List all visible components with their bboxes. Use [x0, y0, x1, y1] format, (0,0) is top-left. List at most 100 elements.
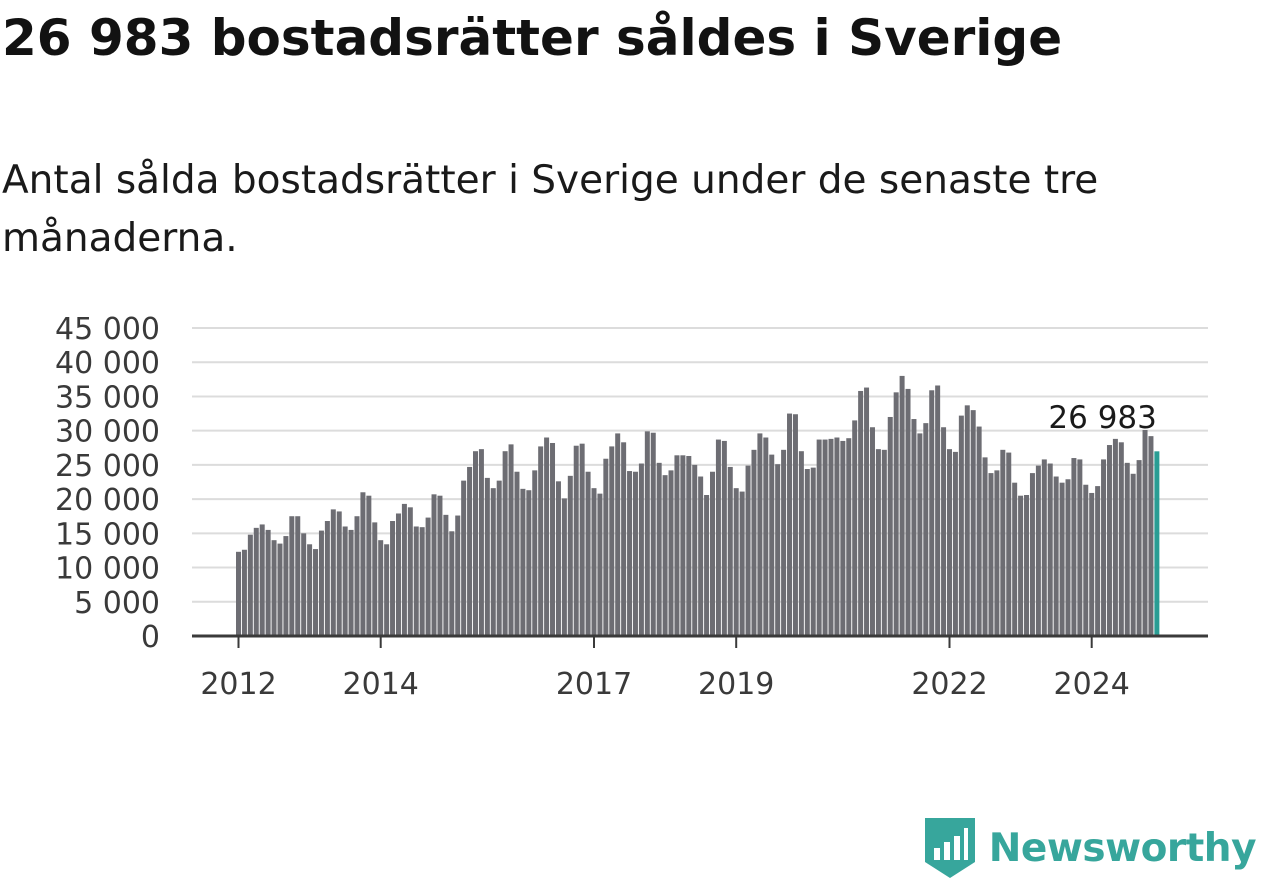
bar: [395, 513, 401, 636]
bar: [804, 469, 810, 636]
bar: [668, 470, 674, 636]
bar: [822, 439, 828, 636]
bar: [976, 426, 982, 636]
bar: [1065, 479, 1071, 636]
bar: [407, 507, 413, 636]
bar: [816, 439, 822, 636]
bar: [473, 451, 478, 636]
bar: [964, 405, 970, 636]
bar: [1089, 492, 1095, 636]
chart-subtitle: Antal sålda bostadsrätter i Sverige unde…: [2, 158, 1099, 261]
bar: [1106, 445, 1112, 636]
bar: [1059, 482, 1065, 636]
bar: [994, 470, 1000, 636]
bar: [490, 488, 496, 636]
bar: [348, 529, 354, 636]
y-tick-label: 10 000: [55, 552, 160, 587]
bar: [253, 527, 259, 636]
y-tick-label: 40 000: [55, 346, 160, 381]
bar: [692, 464, 698, 636]
bar: [1136, 460, 1142, 636]
bar: [686, 455, 692, 636]
bar: [864, 387, 870, 636]
bar: [431, 494, 437, 636]
bar: [295, 516, 301, 636]
x-tick-label: 2019: [698, 667, 774, 702]
bar: [781, 449, 787, 636]
bar: [1118, 442, 1124, 636]
bar: [698, 476, 704, 636]
bar: [461, 480, 467, 636]
y-tick-label: 5 000: [74, 586, 160, 621]
bar: [988, 473, 994, 636]
bar: [970, 410, 976, 636]
bar: [710, 471, 715, 636]
bar: [555, 481, 561, 636]
bar: [899, 375, 905, 636]
bar: [384, 544, 390, 636]
x-tick-label: 2017: [556, 667, 632, 702]
bar: [1124, 462, 1130, 636]
bar: [413, 526, 419, 636]
bar: [792, 414, 798, 636]
bar: [935, 385, 941, 636]
bar: [236, 551, 241, 636]
bar: [443, 514, 449, 636]
bar: [887, 416, 893, 636]
bars: [236, 375, 1160, 636]
bar: [982, 457, 988, 636]
bar: [834, 437, 840, 636]
bar: [1018, 495, 1024, 636]
bar: [905, 388, 911, 636]
bar: [1006, 452, 1012, 636]
bar: [1077, 459, 1083, 636]
bar: [484, 477, 490, 636]
bar: [1047, 463, 1053, 636]
bar: [313, 549, 319, 636]
bar: [467, 466, 473, 636]
bar: [330, 509, 336, 636]
bar: [745, 465, 751, 636]
bar-latest: [1154, 451, 1160, 636]
bar: [840, 440, 846, 636]
brand-logo[interactable]: Newsworthy: [924, 818, 1257, 878]
bar: [425, 517, 431, 636]
bar: [455, 515, 461, 636]
bar: [532, 470, 538, 636]
bar: [1000, 449, 1006, 636]
bar: [798, 451, 804, 636]
bar: [366, 495, 372, 636]
bar: [265, 529, 271, 636]
bar: [277, 543, 283, 636]
bar: [656, 462, 662, 636]
bar: [573, 445, 579, 636]
bar: [259, 524, 265, 636]
bar: [437, 495, 443, 636]
bar: [858, 390, 864, 636]
brand-name: Newsworthy: [988, 825, 1257, 871]
bar: [1142, 429, 1148, 636]
bar: [401, 503, 407, 636]
bar: [715, 439, 721, 636]
bar: [680, 455, 686, 636]
bar: [869, 427, 875, 636]
bar: [508, 444, 514, 636]
bar: [947, 449, 952, 636]
bar: [787, 413, 793, 636]
newsworthy-logo-icon: [924, 818, 975, 878]
y-tick-label: 20 000: [55, 483, 160, 518]
bar: [775, 464, 781, 636]
bar: [289, 516, 295, 636]
bar: [650, 432, 656, 636]
y-tick-label: 45 000: [55, 312, 160, 347]
bar: [632, 471, 638, 636]
bar: [585, 471, 591, 636]
bar: [390, 521, 396, 636]
bar: [336, 511, 342, 636]
bar: [449, 531, 455, 636]
y-tick-label: 15 000: [55, 517, 160, 552]
bar: [419, 527, 425, 636]
bar: [1095, 486, 1101, 636]
